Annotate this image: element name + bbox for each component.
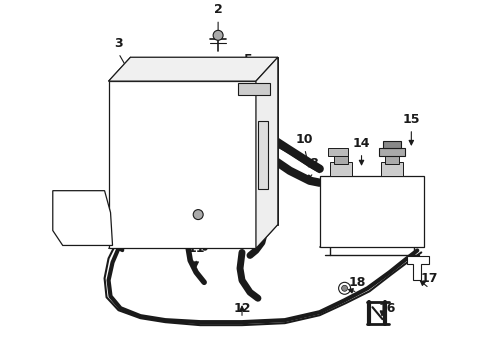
Bar — [384, 141, 401, 148]
Text: 6: 6 — [258, 125, 266, 138]
Text: 1: 1 — [164, 78, 172, 91]
Polygon shape — [53, 191, 113, 246]
Text: 12: 12 — [233, 302, 251, 315]
Text: 3: 3 — [114, 37, 123, 50]
Text: 11: 11 — [188, 242, 205, 256]
Bar — [328, 148, 347, 156]
Text: 15: 15 — [403, 113, 420, 126]
Text: 17: 17 — [420, 272, 438, 285]
Text: 19: 19 — [54, 193, 72, 206]
Polygon shape — [256, 57, 278, 248]
Polygon shape — [109, 57, 278, 81]
Text: 8: 8 — [309, 157, 318, 170]
Polygon shape — [258, 121, 268, 189]
Polygon shape — [238, 83, 270, 95]
Circle shape — [213, 30, 223, 40]
Text: 13: 13 — [259, 197, 276, 210]
Text: 14: 14 — [353, 137, 370, 150]
Bar — [379, 148, 405, 156]
Text: 18: 18 — [349, 276, 366, 289]
Text: 4: 4 — [184, 193, 193, 206]
Polygon shape — [109, 81, 256, 248]
Circle shape — [122, 66, 135, 80]
Text: 7: 7 — [192, 207, 200, 220]
Text: 9: 9 — [240, 216, 248, 230]
Bar — [386, 156, 399, 164]
Text: 10: 10 — [296, 133, 314, 146]
Polygon shape — [130, 57, 278, 225]
Polygon shape — [407, 256, 429, 280]
Text: 16: 16 — [379, 302, 396, 315]
Text: 2: 2 — [214, 3, 222, 17]
Bar — [330, 162, 351, 176]
Bar — [319, 176, 424, 247]
Bar — [381, 162, 403, 176]
Bar — [334, 156, 347, 164]
Text: 5: 5 — [244, 53, 252, 66]
Circle shape — [193, 210, 203, 220]
Circle shape — [342, 285, 347, 291]
